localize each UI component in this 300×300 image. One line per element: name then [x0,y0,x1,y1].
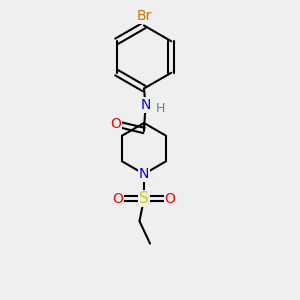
Text: H: H [156,101,165,115]
Text: N: N [139,167,149,181]
Text: O: O [110,117,121,130]
Text: O: O [165,192,176,206]
Text: O: O [112,192,123,206]
Text: S: S [139,191,149,206]
Text: Br: Br [136,10,152,23]
Text: N: N [140,98,151,112]
